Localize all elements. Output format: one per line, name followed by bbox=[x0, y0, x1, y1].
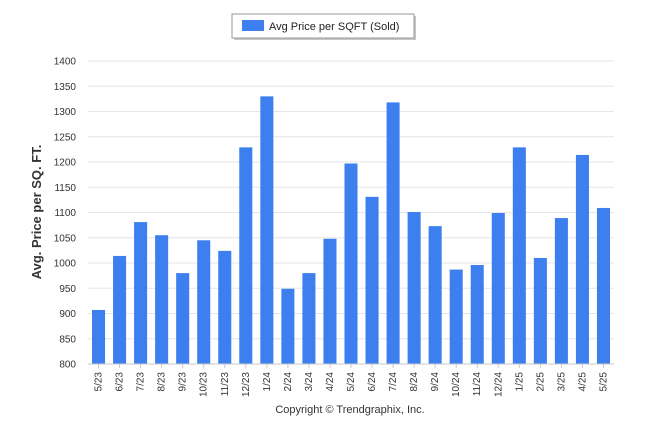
x-tick-label: 6/24 bbox=[367, 372, 378, 392]
bar bbox=[512, 147, 526, 364]
copyright-footer: Copyright © Trendgraphix, Inc. bbox=[275, 404, 424, 416]
legend: Avg Price per SQFT (Sold) bbox=[231, 13, 416, 40]
y-tick-label: 950 bbox=[59, 284, 76, 295]
bar bbox=[134, 222, 148, 364]
x-tick-label: 4/25 bbox=[577, 372, 588, 392]
x-tick-label: 6/23 bbox=[115, 372, 126, 392]
bar bbox=[218, 250, 232, 364]
x-tick-label: 7/24 bbox=[388, 372, 399, 392]
x-tick-label: 3/25 bbox=[556, 372, 567, 392]
y-tick-label: 1050 bbox=[54, 233, 77, 244]
bar bbox=[302, 273, 316, 364]
bar bbox=[281, 288, 295, 364]
y-tick-label: 850 bbox=[59, 334, 76, 345]
bar bbox=[533, 257, 547, 364]
bar bbox=[344, 163, 358, 364]
x-tick-label: 8/23 bbox=[157, 372, 168, 392]
bar bbox=[91, 309, 106, 364]
x-tick-label: 5/25 bbox=[598, 372, 609, 392]
bar bbox=[554, 218, 568, 364]
bar bbox=[113, 255, 127, 364]
y-tick-label: 1100 bbox=[54, 208, 76, 219]
x-tick-label: 11/23 bbox=[220, 372, 231, 397]
y-tick-label: 900 bbox=[59, 309, 76, 320]
bar bbox=[239, 147, 253, 364]
y-axis-ticks: 800 850 900 950 1000 1050 1100 1150 1200 1250 1300… bbox=[54, 57, 77, 371]
bar bbox=[470, 265, 484, 364]
x-axis-ticks: 5/23 6/23 7/23 8/23 9/23 10/23 11/23 12/23 1/24 2… bbox=[94, 364, 609, 397]
x-tick-label: 5/24 bbox=[346, 372, 357, 392]
x-tick-label: 7/23 bbox=[136, 372, 147, 392]
x-tick-label: 12/23 bbox=[241, 372, 252, 397]
bar bbox=[323, 238, 337, 364]
bar bbox=[176, 273, 190, 364]
x-tick-label: 9/23 bbox=[178, 372, 189, 392]
x-tick-label: 9/24 bbox=[430, 372, 441, 392]
y-axis-label: Avg. Price per SQ. FT. bbox=[29, 145, 44, 280]
bar bbox=[449, 269, 463, 364]
y-tick-label: 1200 bbox=[54, 158, 77, 169]
bar bbox=[260, 96, 274, 364]
bar bbox=[365, 196, 379, 364]
bar bbox=[407, 211, 421, 364]
bar bbox=[386, 102, 400, 364]
bar bbox=[155, 235, 169, 364]
bar bbox=[197, 240, 211, 364]
x-tick-label: 10/24 bbox=[451, 372, 462, 397]
x-tick-label: 10/23 bbox=[199, 372, 210, 397]
y-tick-label: 1400 bbox=[54, 57, 77, 68]
x-tick-label: 3/24 bbox=[304, 372, 315, 392]
x-tick-label: 12/24 bbox=[493, 372, 504, 397]
y-tick-label: 1250 bbox=[54, 132, 77, 143]
x-tick-label: 8/24 bbox=[409, 372, 420, 392]
y-tick-label: 1000 bbox=[54, 259, 77, 270]
y-tick-label: 1300 bbox=[54, 107, 77, 118]
y-tick-label: 1150 bbox=[54, 183, 76, 194]
bar bbox=[428, 226, 442, 364]
x-tick-label: 2/24 bbox=[283, 372, 294, 392]
x-tick-label: 11/24 bbox=[472, 372, 483, 397]
bar bbox=[575, 154, 589, 364]
x-tick-label: 1/25 bbox=[514, 372, 525, 392]
bars bbox=[91, 96, 611, 364]
bar bbox=[491, 213, 505, 364]
bar bbox=[596, 207, 611, 364]
legend-swatch bbox=[242, 20, 264, 31]
x-tick-label: 2/25 bbox=[535, 372, 546, 392]
x-tick-label: 5/23 bbox=[94, 372, 105, 392]
legend-label: Avg Price per SQFT (Sold) bbox=[269, 21, 399, 33]
x-tick-label: 4/24 bbox=[325, 372, 336, 392]
y-tick-label: 800 bbox=[59, 360, 76, 371]
x-tick-label: 1/24 bbox=[262, 372, 273, 392]
y-tick-label: 1350 bbox=[54, 82, 77, 93]
